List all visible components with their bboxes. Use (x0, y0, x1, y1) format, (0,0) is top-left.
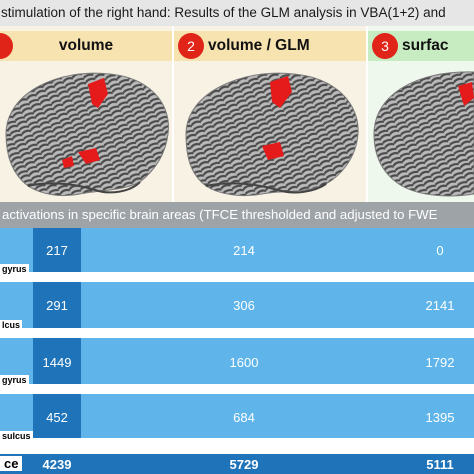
table-row-first-cell (33, 282, 81, 328)
row-label: lcus (0, 320, 23, 330)
panel-surface: surfac 3 (368, 26, 474, 202)
table-subtitle: activations in specific brain areas (TFC… (2, 207, 438, 222)
table-row-first-cell (33, 394, 81, 438)
figure-title-bar: stimulation of the right hand: Results o… (0, 0, 474, 26)
value-volume-glm: 214 (233, 243, 255, 258)
panel-header: volume (0, 31, 172, 61)
panel-header: volume / GLM (174, 31, 366, 61)
activation-blob (62, 156, 74, 168)
row-label: sulcus (0, 431, 33, 441)
activation-blob (458, 82, 474, 106)
panel-volume: volume (0, 26, 172, 202)
brain-surface-image (185, 72, 359, 197)
value-surface: 1395 (425, 410, 455, 425)
value-surface: 1792 (425, 355, 455, 370)
panel-badge: 2 (178, 33, 204, 59)
panel-badge (0, 33, 13, 59)
value-volume-glm: 5729 (229, 457, 259, 472)
activation-blob (262, 142, 284, 160)
value-volume: 291 (46, 298, 68, 313)
table-row-first-cell (33, 228, 81, 272)
value-volume-glm: 306 (233, 298, 255, 313)
value-surface: 5111 (426, 457, 454, 472)
activation-blob (270, 76, 292, 108)
value-volume: 4239 (42, 457, 72, 472)
panel-badge: 3 (372, 33, 398, 59)
panel-label: volume / GLM (208, 37, 310, 54)
panel-label: volume (58, 37, 114, 54)
panel-label: surfac (402, 37, 449, 54)
brain-surface-image (5, 72, 169, 197)
brain-surface-image (373, 71, 474, 197)
table-subtitle-bar: activations in specific brain areas (TFC… (0, 202, 474, 228)
row-label: gyrus (0, 375, 29, 385)
activation-blob (88, 78, 108, 108)
value-volume: 1449 (42, 355, 72, 370)
value-volume: 217 (46, 243, 68, 258)
results-table: 217 214 0 gyrus 291 306 2141 lcus 1449 1… (0, 228, 474, 474)
value-volume-glm: 684 (233, 410, 255, 425)
value-volume: 452 (46, 410, 68, 425)
panel-volume-glm: volume / GLM 2 (174, 26, 366, 202)
row-label: gyrus (0, 264, 29, 274)
figure-title: stimulation of the right hand: Results o… (1, 5, 446, 20)
value-surface: 2141 (425, 298, 455, 313)
value-volume-glm: 1600 (229, 355, 259, 370)
value-surface: 0 (436, 243, 444, 258)
activation-blob (78, 148, 100, 164)
row-label: ce (0, 456, 23, 471)
table-row-first-cell (33, 338, 81, 384)
table-row (0, 454, 474, 474)
